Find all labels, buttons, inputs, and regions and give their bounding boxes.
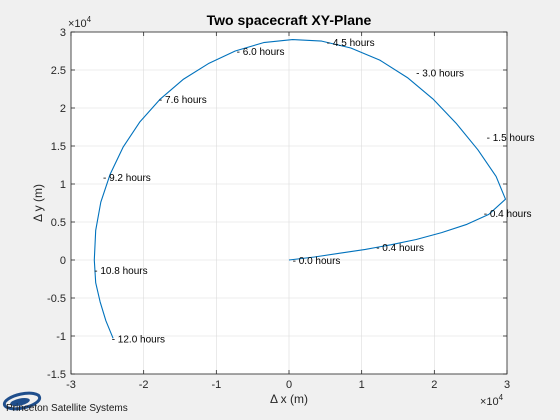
chart-title: Two spacecraft XY-Plane (207, 12, 372, 28)
time-annotation: - 7.6 hours (159, 95, 207, 106)
time-annotation: - 12.0 hours (112, 334, 165, 345)
x-exponent-label: ×104 (480, 393, 504, 408)
logo: Princeton Satellite Systems (2, 391, 128, 414)
x-tick-label: -2 (139, 379, 149, 391)
x-tick-label: -1 (211, 379, 221, 391)
y-tick-label: -1.5 (47, 369, 66, 381)
x-exponent-base: ×10 (480, 396, 499, 408)
x-axis-label: Δ x (m) (270, 392, 308, 406)
x-exponent-power: 4 (499, 393, 504, 402)
time-annotation: - 6.0 hours (237, 47, 285, 58)
y-tick-label: 2 (60, 103, 66, 115)
time-annotation: - 0.4 hours (376, 243, 424, 254)
y-tick-label: 3 (60, 27, 66, 39)
y-exponent-base: ×10 (68, 18, 87, 30)
time-annotation: - 9.2 hours (103, 173, 151, 184)
annotations: - 0.0 hours - 0.4 hours - 0.4 hours - 1.5 h… (94, 38, 534, 345)
y-tick-label: 1 (60, 179, 66, 191)
time-annotation: - 3.0 hours (416, 68, 464, 79)
x-tick-label: 3 (504, 379, 510, 391)
time-annotation: - 1.5 hours (487, 133, 535, 144)
time-annotation: - 0.0 hours (293, 256, 341, 267)
time-annotation: - 10.8 hours (94, 266, 147, 277)
y-exponent-label: ×104 (68, 15, 92, 30)
x-tick-label: 0 (286, 379, 292, 391)
logo-swoosh-inner-icon (10, 397, 30, 407)
logo-swoosh-icon (2, 391, 42, 411)
y-tick-label: 1.5 (51, 141, 66, 153)
x-tick-label: -3 (66, 379, 76, 391)
logo-text: Princeton Satellite Systems (6, 403, 128, 414)
x-tick-label: 1 (359, 379, 365, 391)
series-line (93, 39, 507, 339)
time-annotation: - 4.5 hours (327, 38, 375, 49)
y-tick-label: -0.5 (47, 293, 66, 305)
y-tick-label: 0.5 (51, 217, 66, 229)
y-tick-label: -1 (56, 331, 66, 343)
y-exponent-power: 4 (87, 15, 92, 24)
time-annotation: - 0.4 hours (484, 209, 532, 220)
y-tick-label: 0 (60, 255, 66, 267)
y-tick-label: 2.5 (51, 65, 66, 77)
x-tick-label: 2 (431, 379, 437, 391)
series-group (93, 39, 507, 339)
axis-ticks (70, 31, 508, 375)
y-axis-label: Δ y (m) (31, 184, 45, 222)
